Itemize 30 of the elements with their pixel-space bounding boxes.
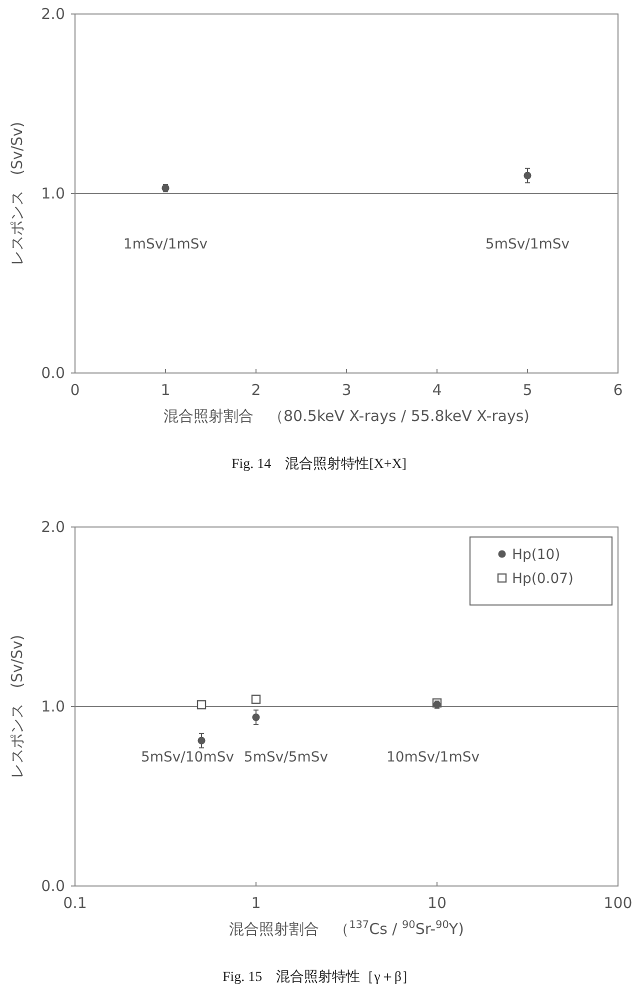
y-tick-label: 2.0	[41, 518, 65, 536]
text: Fig. 15 混合照射特性［γ＋β］	[222, 969, 416, 985]
y-tick-label: 2.0	[41, 5, 65, 23]
x-tick-label: 1	[160, 381, 170, 399]
x-axis-title: 混合照射割合 （$^{137}$Cs / $^{90}$Sr-$^{90}$Y)	[229, 919, 464, 938]
text: Fig. 14 混合照射特性[X+X]	[231, 456, 407, 472]
x-tick-label: 0	[70, 381, 80, 399]
x-tick-label: 100	[604, 894, 632, 912]
y-tick-label: 1.0	[41, 698, 65, 716]
x-tick-label: 6	[613, 381, 623, 399]
annotation: 5mSv/5mSv	[244, 750, 328, 766]
x-tick-label: 2	[251, 381, 261, 399]
y-axis-title: レスポンス (Sv/Sv)	[8, 122, 26, 266]
y-tick-label: 0.0	[41, 877, 65, 895]
y-tick-label: 0.0	[41, 364, 65, 382]
annotation: 5mSv/1mSv	[485, 236, 570, 252]
legend-label: Hp(0.07)	[512, 571, 574, 587]
y-tick-label: 1.0	[41, 184, 65, 202]
annotation: 1mSv/1mSv	[123, 236, 208, 252]
x-tick-label: 1	[251, 894, 261, 912]
y-axis-title: レスポンス (Sv/Sv)	[8, 634, 26, 778]
annotation: 10mSv/1mSv	[386, 750, 480, 766]
x-tick-label: 0.1	[63, 894, 87, 912]
x-axis-title: 混合照射割合 （80.5keV X-rays / 55.8keV X-rays)	[163, 407, 530, 425]
x-tick-label: 5	[522, 381, 532, 399]
x-tick-label: 4	[432, 381, 442, 399]
legend-label: Hp(10)	[512, 547, 560, 563]
x-tick-label: 3	[342, 381, 352, 399]
x-tick-label: 10	[427, 894, 447, 912]
annotation: 5mSv/10mSv	[140, 750, 234, 766]
